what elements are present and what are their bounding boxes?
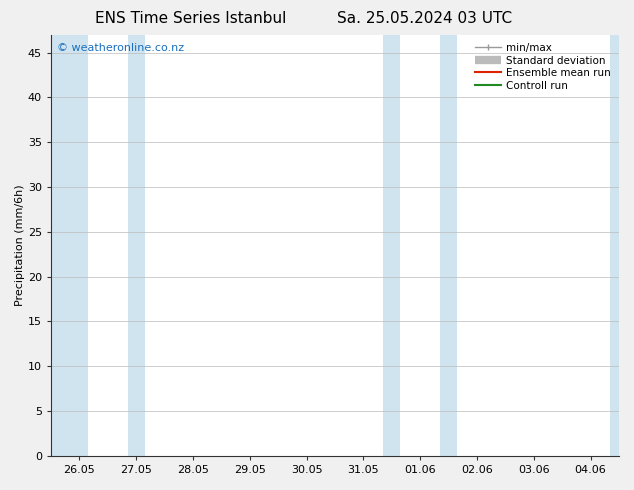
Bar bbox=[383, 35, 400, 456]
Text: © weatheronline.co.nz: © weatheronline.co.nz bbox=[56, 43, 184, 53]
Bar bbox=[51, 35, 88, 456]
Y-axis label: Precipitation (mm/6h): Precipitation (mm/6h) bbox=[15, 184, 25, 306]
Bar bbox=[611, 35, 634, 456]
Text: ENS Time Series Istanbul: ENS Time Series Istanbul bbox=[94, 11, 286, 26]
Bar bbox=[127, 35, 145, 456]
Legend: min/max, Standard deviation, Ensemble mean run, Controll run: min/max, Standard deviation, Ensemble me… bbox=[472, 40, 614, 94]
Text: Sa. 25.05.2024 03 UTC: Sa. 25.05.2024 03 UTC bbox=[337, 11, 512, 26]
Bar bbox=[440, 35, 457, 456]
